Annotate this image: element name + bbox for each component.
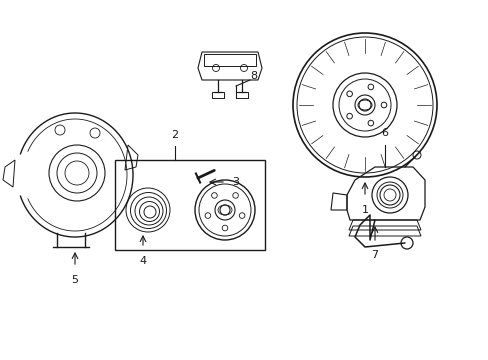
Text: 8: 8	[249, 71, 257, 81]
Text: 7: 7	[371, 250, 378, 260]
Bar	[236, 92, 247, 98]
Text: 4: 4	[139, 256, 146, 266]
Bar	[212, 92, 224, 98]
Text: 6: 6	[381, 128, 387, 138]
Text: 1: 1	[361, 205, 368, 215]
Text: 3: 3	[231, 177, 239, 187]
Text: 5: 5	[71, 275, 79, 285]
Text: 2: 2	[171, 130, 178, 140]
Bar	[115, 160, 264, 250]
